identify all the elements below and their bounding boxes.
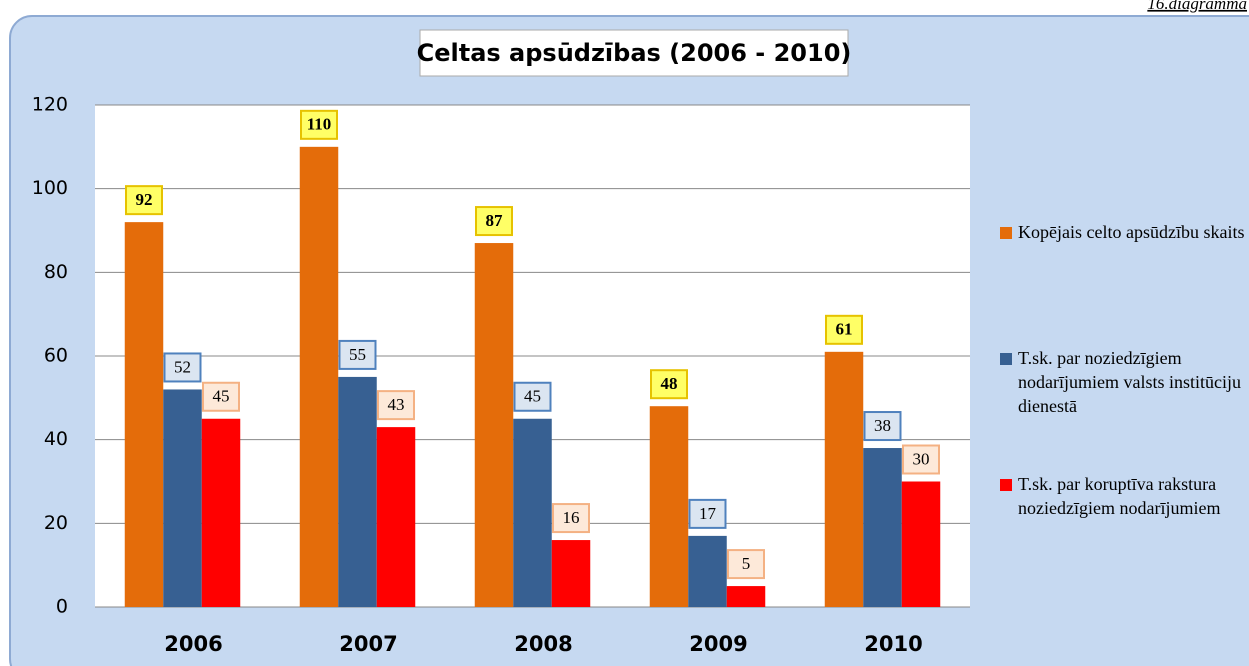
data-label-box xyxy=(552,503,590,534)
data-label: 92 xyxy=(136,190,153,209)
bar xyxy=(649,406,689,607)
data-label: 5 xyxy=(742,554,751,573)
y-tick-label: 0 xyxy=(56,596,68,618)
data-label-box xyxy=(902,444,940,475)
legend-swatch xyxy=(1000,353,1012,365)
data-label-box xyxy=(377,390,415,421)
data-label-box xyxy=(475,206,513,237)
bar xyxy=(201,418,241,607)
x-tick-label: 2006 xyxy=(164,632,222,656)
legend-label: Kopējais celto apsūdzību skaits xyxy=(1018,222,1245,242)
data-label: 43 xyxy=(388,395,405,414)
x-tick-label: 2007 xyxy=(339,632,397,656)
data-label-box xyxy=(338,339,377,370)
bar xyxy=(163,389,202,607)
legend-label: T.sk. par noziedzīgiem nodarījumiem vals… xyxy=(1018,348,1241,416)
data-label-box xyxy=(650,369,688,400)
data-label-box xyxy=(202,381,240,412)
legend-swatch xyxy=(1000,227,1012,239)
data-label-box xyxy=(688,498,727,529)
y-tick-label: 20 xyxy=(44,512,68,534)
data-label: 61 xyxy=(836,320,853,339)
bar xyxy=(299,146,339,608)
data-label-box xyxy=(825,314,863,345)
data-label: 87 xyxy=(486,211,504,230)
data-label-box xyxy=(513,381,552,412)
data-label: 45 xyxy=(524,387,541,406)
data-label: 17 xyxy=(699,504,717,523)
data-label-box xyxy=(125,185,163,216)
bar xyxy=(474,243,514,608)
legend-item: T.sk. par koruptīva rakstura noziedzīgie… xyxy=(1000,472,1245,598)
data-label: 45 xyxy=(213,387,230,406)
x-tick-label: 2010 xyxy=(864,632,922,656)
legend-item: Kopējais celto apsūdzību skaits xyxy=(1000,220,1245,346)
data-label: 38 xyxy=(874,416,891,435)
y-tick-label: 100 xyxy=(32,177,68,199)
y-tick-label: 120 xyxy=(32,94,68,116)
bar xyxy=(338,376,377,607)
x-tick-label: 2008 xyxy=(514,632,572,656)
data-label: 55 xyxy=(349,345,366,364)
data-label: 52 xyxy=(174,357,191,376)
legend-swatch xyxy=(1000,479,1012,491)
bar xyxy=(688,535,727,607)
x-tick-label: 2009 xyxy=(689,632,747,656)
bar xyxy=(863,448,902,607)
data-label-box xyxy=(727,549,765,580)
data-label: 30 xyxy=(913,449,930,468)
data-label: 16 xyxy=(563,508,580,527)
caption: 16.diagramma xyxy=(1147,0,1247,13)
data-label-box xyxy=(863,411,902,442)
y-tick-label: 40 xyxy=(44,428,68,450)
y-tick-label: 60 xyxy=(44,345,68,367)
bar xyxy=(824,351,864,607)
data-label-box xyxy=(300,109,338,140)
legend: Kopējais celto apsūdzību skaits T.sk. par… xyxy=(1000,220,1245,598)
data-label: 48 xyxy=(661,374,678,393)
chart-title: Celtas apsūdzības (2006 - 2010) xyxy=(417,39,852,67)
bar xyxy=(726,586,766,607)
bar xyxy=(124,222,164,607)
bar xyxy=(551,540,591,607)
legend-item: T.sk. par noziedzīgiem nodarījumiem vals… xyxy=(1000,346,1245,472)
legend-label: T.sk. par koruptīva rakstura noziedzīgie… xyxy=(1018,474,1221,518)
bar xyxy=(376,427,416,607)
bar xyxy=(901,481,941,607)
bar xyxy=(513,418,552,607)
title-box xyxy=(419,29,849,77)
data-label-box xyxy=(163,352,202,383)
data-label: 110 xyxy=(307,115,332,134)
y-tick-label: 80 xyxy=(44,261,68,283)
